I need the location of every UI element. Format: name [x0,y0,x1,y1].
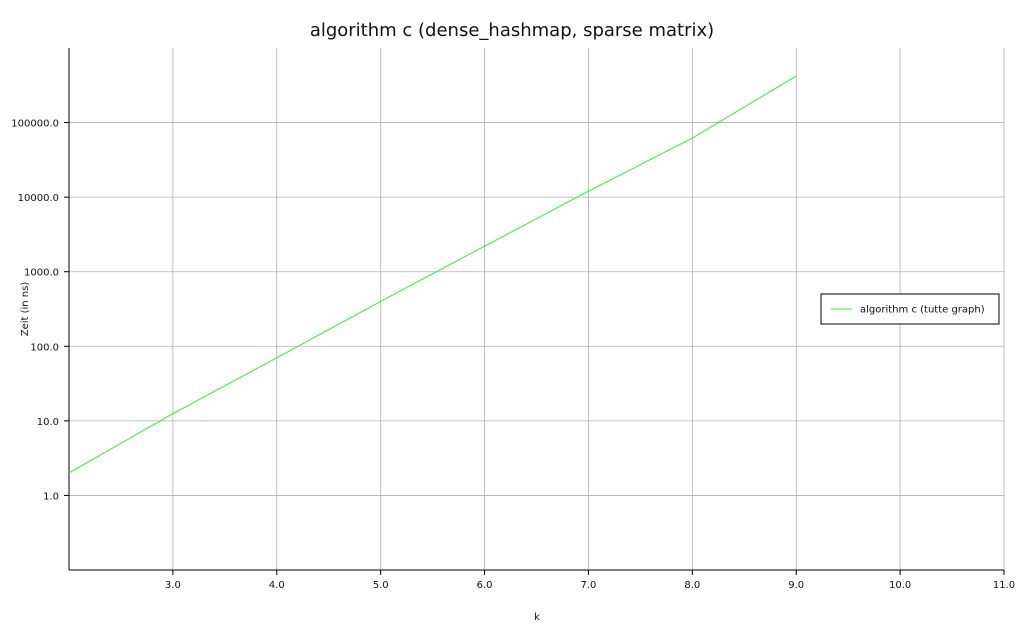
grid-layer [69,48,1005,570]
x-tick-label: 8.0 [684,580,700,591]
x-tick-label: 6.0 [477,580,493,591]
legend: algorithm c (tutte graph) [820,293,1000,325]
x-tick-label: 4.0 [269,580,285,591]
y-tick-label: 1000.0 [24,268,59,279]
x-tick-label: 9.0 [788,580,804,591]
x-tick-label: 3.0 [165,580,181,591]
legend-entry: algorithm c (tutte graph) [860,305,985,316]
y-tick-label: 10.0 [37,417,59,428]
y-tick-label: 100000.0 [11,119,59,130]
axis-layer: 3.0 4.0 5.0 6.0 7.0 8.0 9.0 10.0 11.0 1.0 10.0 100.… [11,48,1015,591]
y-tick-label: 10000.0 [18,193,59,204]
x-tick-label: 7.0 [580,580,596,591]
y-tick-label: 1.0 [43,491,59,502]
x-tick-label: 11.0 [993,580,1015,591]
y-axis-label: Zeit (in ns) [20,282,31,337]
chart-title: algorithm c (dense_hashmap, sparse matri… [309,20,715,41]
x-tick-label: 5.0 [373,580,389,591]
x-axis-label: k [534,612,540,623]
x-tick-label: 10.0 [889,580,911,591]
y-tick-label: 100.0 [30,342,59,353]
series-layer [68,75,797,474]
series-line [68,75,797,474]
